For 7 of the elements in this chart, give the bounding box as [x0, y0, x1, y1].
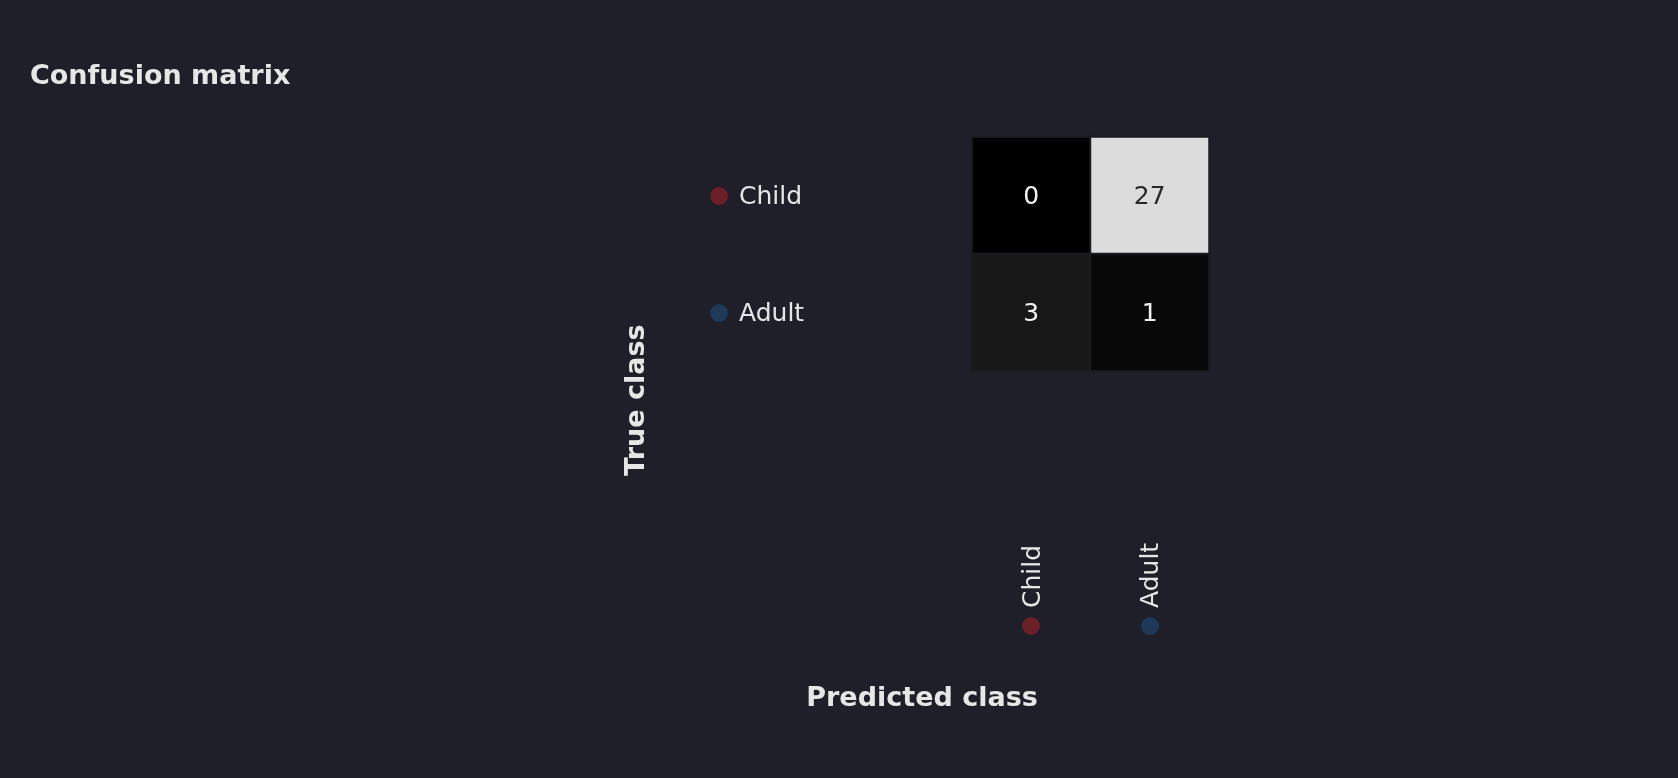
x-axis-title: Predicted class — [806, 680, 1038, 712]
data-label: 3 — [1023, 298, 1040, 327]
y-axis-title: True class — [618, 324, 650, 476]
text: Confusion matrix — [30, 59, 291, 90]
data-label: 0 — [1023, 181, 1040, 210]
data-label: 27 — [1133, 181, 1166, 210]
data-label: 1 — [1141, 298, 1158, 327]
